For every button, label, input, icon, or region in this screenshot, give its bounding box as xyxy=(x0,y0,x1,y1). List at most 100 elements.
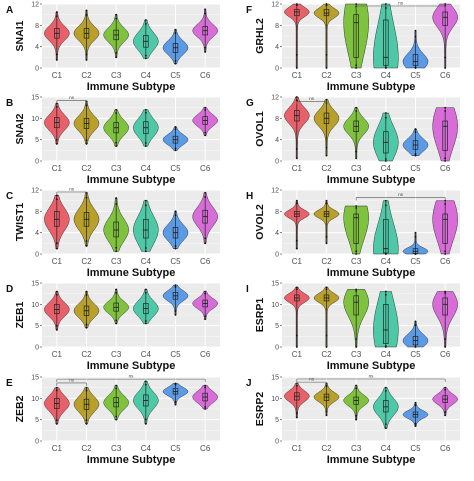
violin-c6 xyxy=(432,199,458,255)
outlier-point xyxy=(85,143,88,145)
y-tick-label: 5 xyxy=(275,323,279,330)
outlier-point xyxy=(295,67,298,69)
violin-c2 xyxy=(73,290,100,329)
violin-c6 xyxy=(192,106,218,137)
outlier-point xyxy=(355,157,358,160)
box xyxy=(383,19,389,66)
y-tick-label: 12 xyxy=(31,2,39,9)
y-tick-label: 0 xyxy=(35,66,39,73)
x-tick-label: C3 xyxy=(351,257,362,266)
x-tick-label: C4 xyxy=(141,71,152,80)
outlier-point xyxy=(144,380,147,383)
x-axis-title: Immune Subtype xyxy=(87,174,176,186)
violin-c2 xyxy=(73,191,100,247)
x-tick-label: C1 xyxy=(52,164,63,173)
x-tick-label: C4 xyxy=(141,257,152,266)
outlier-point xyxy=(295,96,298,98)
y-axis-title: GRHL2 xyxy=(254,18,266,54)
outlier-point xyxy=(355,288,358,291)
x-tick-label: C5 xyxy=(170,164,181,173)
y-tick-label: 4 xyxy=(275,44,279,51)
box xyxy=(383,400,389,413)
outlier-point xyxy=(204,8,207,11)
y-tick-label: 10 xyxy=(31,396,39,403)
outlier-point xyxy=(174,147,177,150)
outlier-point xyxy=(115,52,118,54)
outlier-point xyxy=(115,246,118,249)
x-tick-label: C2 xyxy=(81,71,92,80)
x-tick-label: C3 xyxy=(351,444,362,453)
x-tick-label: C3 xyxy=(111,350,122,359)
y-tick-label: 8 xyxy=(275,23,279,30)
outlier-point xyxy=(174,286,177,288)
x-tick-label: C3 xyxy=(351,350,362,359)
outlier-point xyxy=(355,207,358,209)
outlier-point xyxy=(444,338,447,340)
violin-c6 xyxy=(432,106,458,162)
outlier-point xyxy=(144,322,147,325)
outlier-point xyxy=(325,242,328,245)
violin-c1 xyxy=(284,96,310,160)
outlier-point xyxy=(115,319,118,322)
outlier-point xyxy=(414,320,417,323)
y-tick-label: 15 xyxy=(271,375,279,382)
panel-e: ns ns 0 5 10 15 C1 C2 C3 C4 C5 C6 Immune Subtype ZEB2… xyxy=(6,374,220,466)
violin-c5 xyxy=(402,128,429,157)
outlier-point xyxy=(325,67,328,69)
outlier-point xyxy=(325,98,328,101)
outlier-point xyxy=(384,427,387,430)
significance-bracket: ns xyxy=(355,192,446,201)
box xyxy=(353,295,359,316)
outlier-point xyxy=(355,387,358,390)
violin-c4 xyxy=(373,112,399,162)
outlier-point xyxy=(444,414,447,417)
outlier-point xyxy=(115,415,118,418)
outlier-point xyxy=(85,14,88,16)
outlier-point xyxy=(55,15,58,18)
outlier-point xyxy=(414,128,417,130)
outlier-point xyxy=(174,403,177,406)
violin-c1 xyxy=(284,286,310,348)
violin-c3 xyxy=(343,106,369,160)
outlier-point xyxy=(174,28,177,31)
outlier-point xyxy=(444,253,447,255)
y-tick-label: 12 xyxy=(271,2,279,9)
outlier-point xyxy=(325,414,328,417)
violin-c1 xyxy=(44,386,70,425)
y-tick-label: 4 xyxy=(35,230,39,237)
outlier-point xyxy=(174,382,177,385)
outlier-point xyxy=(174,284,177,287)
panel-letter: A xyxy=(6,5,13,16)
outlier-point xyxy=(55,290,58,293)
outlier-point xyxy=(85,323,88,326)
y-tick-label: 5 xyxy=(35,323,39,330)
outlier-point xyxy=(325,410,328,413)
outlier-point xyxy=(204,318,207,321)
x-tick-label: C6 xyxy=(200,350,211,359)
outlier-point xyxy=(115,13,118,16)
outlier-point xyxy=(85,240,88,242)
y-tick-label: 10 xyxy=(271,396,279,403)
outlier-point xyxy=(355,106,358,109)
outlier-point xyxy=(144,250,147,253)
outlier-point xyxy=(295,247,298,250)
box xyxy=(412,54,419,66)
panel-letter: I xyxy=(246,284,249,295)
violin-c4 xyxy=(373,3,399,69)
significance-label: ns xyxy=(398,1,404,6)
y-tick-label: 8 xyxy=(35,209,39,216)
outlier-point xyxy=(204,408,207,410)
violin-c1 xyxy=(44,290,70,331)
violin-c3 xyxy=(343,384,369,421)
x-tick-label: C2 xyxy=(81,444,92,453)
x-tick-label: C3 xyxy=(351,71,362,80)
outlier-point xyxy=(85,389,88,392)
x-axis-title: Immune Subtype xyxy=(327,360,416,372)
outlier-point xyxy=(295,416,298,419)
outlier-point xyxy=(115,250,118,253)
outlier-point xyxy=(204,315,207,318)
outlier-point xyxy=(144,19,147,21)
